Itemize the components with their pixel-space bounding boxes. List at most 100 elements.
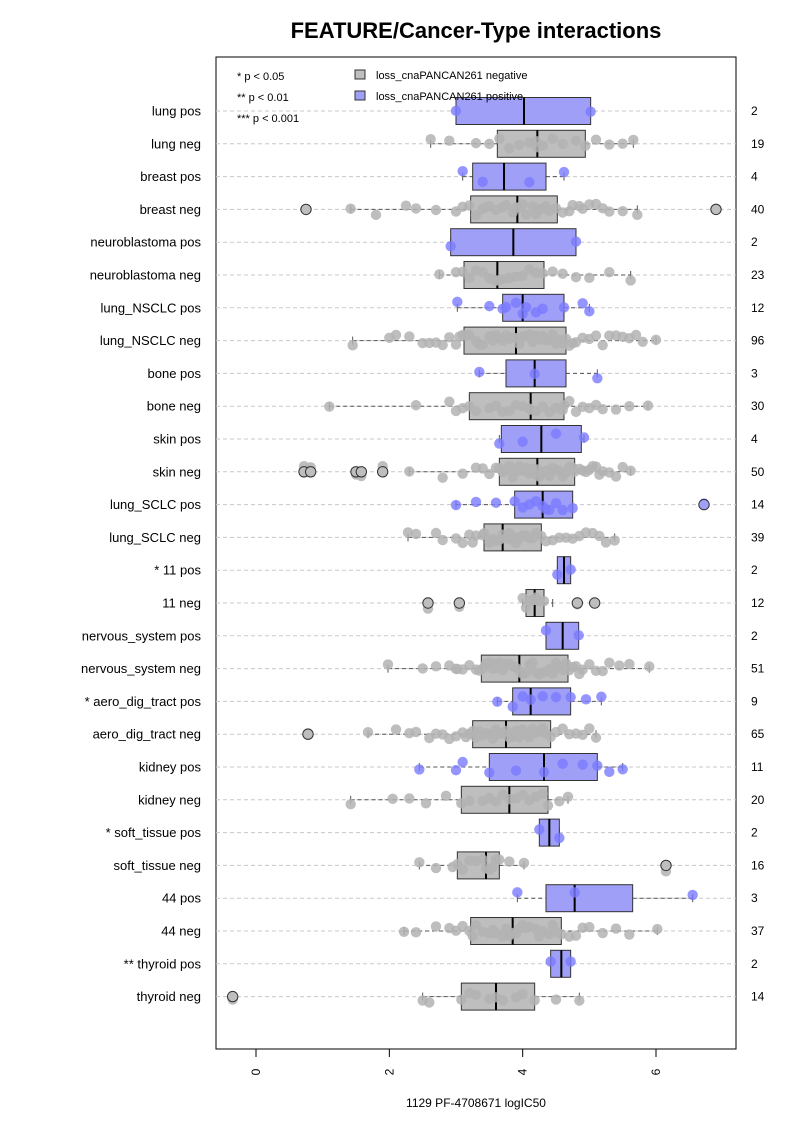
data-point <box>509 496 520 507</box>
group-count: 96 <box>751 334 765 348</box>
data-point <box>497 995 508 1006</box>
data-point <box>444 396 455 407</box>
data-point <box>437 472 448 483</box>
data-point <box>456 798 467 809</box>
group-label: * soft_tissue pos <box>106 825 202 840</box>
data-point <box>494 133 505 144</box>
data-point <box>590 330 602 341</box>
group-label: 11 neg <box>162 596 201 611</box>
legend-swatch <box>354 90 366 101</box>
data-point <box>610 404 622 415</box>
data-point <box>457 537 468 549</box>
data-point <box>474 366 485 378</box>
group-count: 12 <box>751 301 765 315</box>
data-point <box>464 795 475 806</box>
data-point <box>437 534 448 546</box>
data-point <box>552 569 563 580</box>
significance-legend-item: *** p < 0.001 <box>237 113 299 125</box>
data-point <box>507 701 518 712</box>
data-point <box>624 401 635 412</box>
data-point <box>557 758 568 769</box>
group-count: 12 <box>751 596 765 610</box>
data-point <box>632 209 643 221</box>
x-axis-title: 1129 PF-4708671 logIC50 <box>406 1096 546 1110</box>
outlier-point <box>453 597 466 609</box>
data-point <box>545 663 556 674</box>
data-point <box>554 832 565 844</box>
box <box>502 293 565 322</box>
outlier-point <box>355 466 368 478</box>
data-point <box>542 800 554 811</box>
box-layer <box>328 97 694 1011</box>
group-count: 39 <box>751 530 765 544</box>
data-point <box>537 788 548 800</box>
group-label: bone neg <box>147 399 201 414</box>
data-point <box>617 138 628 149</box>
data-point <box>484 300 495 312</box>
data-point <box>577 759 588 770</box>
data-point <box>558 302 570 313</box>
data-point <box>650 334 662 346</box>
data-point <box>604 139 615 150</box>
data-point <box>347 340 358 351</box>
box <box>545 884 634 913</box>
data-point <box>547 919 558 931</box>
group-label: skin pos <box>153 432 201 447</box>
data-point <box>504 143 515 154</box>
data-point <box>547 266 558 277</box>
group-label: breast pos <box>140 169 201 184</box>
data-point <box>437 339 448 351</box>
data-point <box>624 929 635 940</box>
data-point <box>578 432 590 443</box>
outlier-point <box>302 728 314 740</box>
data-point <box>610 471 622 482</box>
data-point <box>440 790 452 802</box>
group-count: 2 <box>751 104 758 118</box>
data-point <box>550 428 562 439</box>
data-point <box>644 661 655 672</box>
group-label: lung_NSCLC pos <box>101 300 202 315</box>
data-point <box>565 956 576 967</box>
group-count: 2 <box>751 826 758 840</box>
group-count: 20 <box>751 793 765 807</box>
data-point <box>457 756 468 768</box>
data-point <box>390 724 402 735</box>
group-label: soft_tissue neg <box>114 858 201 873</box>
data-point <box>617 205 628 217</box>
data-point <box>537 140 548 151</box>
data-point <box>624 658 635 670</box>
data-point <box>538 766 550 778</box>
data-point <box>404 331 415 342</box>
group-label: * aero_dig_tract pos <box>85 694 202 709</box>
data-point <box>604 766 615 778</box>
group-count: 16 <box>751 858 765 872</box>
data-point <box>444 332 455 343</box>
data-point <box>520 667 532 679</box>
group-count: 50 <box>751 465 765 479</box>
data-point <box>430 661 442 672</box>
data-point <box>477 463 488 474</box>
data-point <box>604 267 615 278</box>
group-label: lung_NSCLC neg <box>100 333 201 348</box>
data-point <box>382 659 394 670</box>
data-point <box>558 166 570 178</box>
data-point <box>537 691 548 702</box>
data-point <box>509 531 520 542</box>
data-point <box>478 528 490 539</box>
data-point <box>549 465 560 476</box>
data-point <box>597 665 608 677</box>
data-point <box>452 663 463 675</box>
group-label: * 11 pos <box>154 563 201 578</box>
data-point <box>557 268 568 279</box>
group-label: nervous_system neg <box>81 661 201 676</box>
outlier-point <box>422 597 434 609</box>
data-point <box>414 764 425 775</box>
data-point <box>324 401 335 412</box>
data-point <box>470 920 482 931</box>
data-point <box>652 923 663 935</box>
data-point <box>477 176 488 188</box>
point-layer <box>226 105 722 1008</box>
data-point <box>537 303 548 315</box>
data-point <box>550 497 562 509</box>
group-count: 3 <box>751 891 758 905</box>
